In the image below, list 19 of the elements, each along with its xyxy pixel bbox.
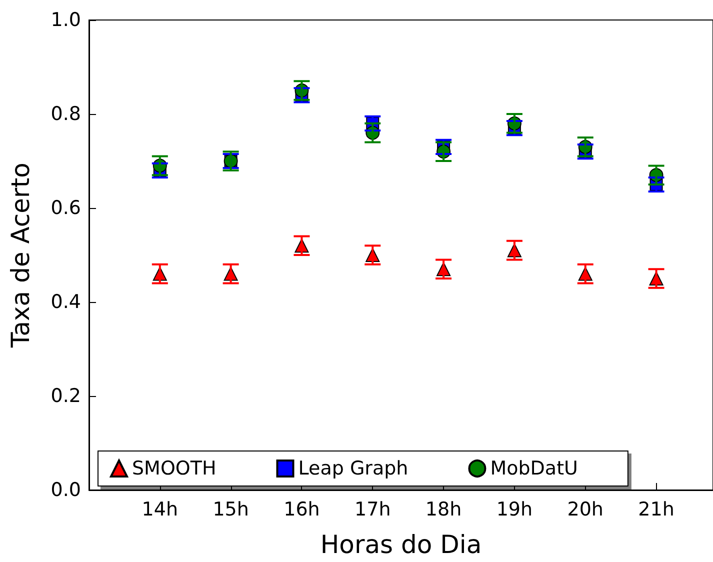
x-axis-title: Horas do Dia — [320, 530, 482, 559]
legend-label: Leap Graph — [298, 458, 408, 480]
y-tick-label: 0.2 — [50, 385, 81, 407]
x-tick-label: 14h — [142, 498, 178, 520]
x-tick-label: 15h — [212, 498, 249, 520]
y-tick-label: 0.4 — [50, 291, 81, 313]
x-tick-label: 16h — [284, 498, 320, 520]
x-tick-label: 20h — [567, 498, 604, 520]
y-tick-label: 0.0 — [50, 479, 81, 501]
y-tick-label: 1.0 — [50, 9, 81, 31]
legend-label: MobDatU — [490, 458, 578, 480]
y-tick-label: 0.8 — [50, 103, 81, 125]
legend-label: SMOOTH — [132, 458, 216, 480]
x-tick-label: 19h — [496, 498, 533, 520]
y-tick-label: 0.6 — [50, 197, 81, 219]
x-tick-label: 18h — [425, 498, 462, 520]
y-axis-title: Taxa de Acerto — [6, 162, 35, 348]
x-tick-label: 21h — [638, 498, 674, 520]
x-tick-label: 17h — [354, 498, 391, 520]
